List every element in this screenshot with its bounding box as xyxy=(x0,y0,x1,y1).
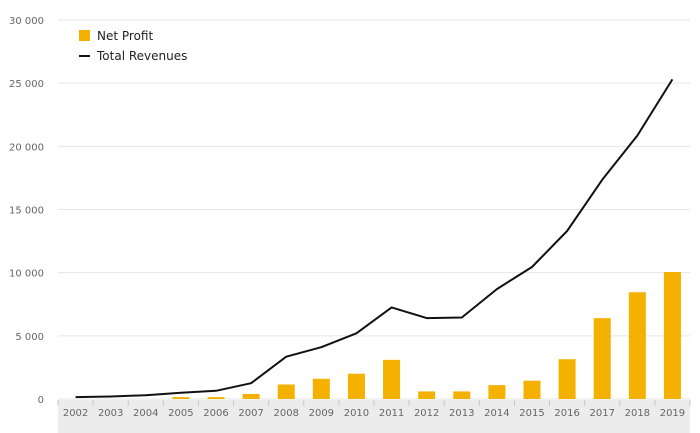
net-profit-bar xyxy=(383,359,401,399)
square-swatch-icon xyxy=(79,30,90,41)
x-tick-label: 2015 xyxy=(519,408,544,419)
net-profit-bar xyxy=(172,397,190,399)
x-tick-label: 2014 xyxy=(484,408,509,419)
net-profit-bar xyxy=(347,373,365,399)
x-tick-label: 2006 xyxy=(203,408,228,419)
y-tick-label: 30 000 xyxy=(9,16,44,27)
x-tick-label: 2009 xyxy=(309,408,334,419)
y-tick-label: 20 000 xyxy=(9,142,44,153)
legend-label-net-profit: Net Profit xyxy=(97,29,153,43)
net-profit-bar xyxy=(663,272,681,399)
legend: Net Profit Total Revenues xyxy=(79,29,187,63)
y-tick-label: 10 000 xyxy=(9,269,44,280)
grid-lines xyxy=(58,19,690,400)
net-profit-bar xyxy=(207,397,225,399)
net-profit-bar xyxy=(277,384,295,399)
y-tick-label: 0 xyxy=(38,395,44,406)
net-profit-bar xyxy=(242,393,260,399)
net-profit-bar xyxy=(558,359,576,399)
x-tick-label: 2018 xyxy=(625,408,650,419)
net-profit-bar xyxy=(628,292,646,399)
net-profit-bars xyxy=(172,272,681,399)
x-tick-label: 2011 xyxy=(379,408,404,419)
y-tick-label: 15 000 xyxy=(9,206,44,217)
net-profit-bar xyxy=(593,318,611,399)
x-tick-label: 2005 xyxy=(168,408,193,419)
legend-label-total-revenues: Total Revenues xyxy=(96,49,187,63)
x-tick-label: 2013 xyxy=(449,408,474,419)
y-tick-label: 25 000 xyxy=(9,79,44,90)
x-tick-label: 2003 xyxy=(98,408,123,419)
x-axis-ticks: 2002 2003 2004 2005 2006 2007 2008 2009 2010 2011… xyxy=(57,400,691,419)
net-profit-bar xyxy=(523,380,541,399)
total-revenues-series xyxy=(75,78,674,399)
x-tick-label: 2004 xyxy=(133,408,158,419)
x-tick-label: 2008 xyxy=(273,408,298,419)
y-tick-label: 5 000 xyxy=(15,332,44,343)
net-profit-bar xyxy=(312,378,330,399)
total-revenues-line xyxy=(75,78,674,399)
x-tick-label: 2017 xyxy=(589,408,614,419)
x-tick-label: 2002 xyxy=(63,408,88,419)
net-profit-bar xyxy=(453,391,471,399)
net-profit-bar xyxy=(488,385,506,399)
x-tick-label: 2016 xyxy=(554,408,579,419)
x-tick-label: 2019 xyxy=(660,408,685,419)
net-profit-bar xyxy=(418,391,436,399)
y-axis: 0 5 000 10 000 15 000 20 000 25 000 30 000 xyxy=(9,16,44,406)
x-tick-label: 2010 xyxy=(344,408,369,419)
x-tick-label: 2012 xyxy=(414,408,439,419)
x-tick-label: 2007 xyxy=(238,408,263,419)
